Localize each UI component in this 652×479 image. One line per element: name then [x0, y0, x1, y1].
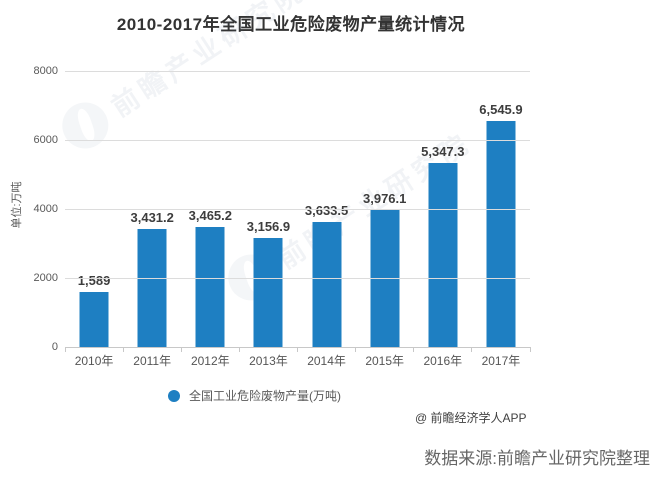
x-tick-label: 2016年 — [423, 354, 463, 368]
x-tick-label: 2013年 — [249, 354, 288, 368]
x-tick-label: 2014年 — [307, 354, 346, 368]
x-axis-tick — [355, 347, 357, 352]
gridline — [65, 278, 530, 279]
legend-label: 全国工业危险废物产量(万吨) — [189, 389, 341, 403]
x-axis-tick — [297, 347, 298, 352]
bar-column: 3,431.2 — [123, 71, 181, 347]
x-axis-tick — [529, 347, 531, 352]
bar-2011年: 3,431.2 — [131, 210, 174, 347]
bar-2013年: 3,156.9 — [247, 219, 290, 347]
bar-value-label: 3,431.2 — [130, 209, 174, 225]
x-tick-label: 2012年 — [190, 354, 230, 368]
bar-value-label: 5,347.3 — [421, 143, 465, 159]
bar-column: 3,633.5 — [298, 71, 356, 347]
x-axis-tick — [180, 347, 182, 352]
bar-2014年: 3,633.5 — [305, 203, 348, 347]
bar-value-label: 3,976.1 — [363, 190, 407, 206]
bar-2012年: 3,465.2 — [189, 208, 232, 347]
x-axis-tick — [122, 347, 124, 352]
x-axis-tick — [64, 347, 66, 352]
watermark-attribution: @ 前瞻经济学人APP — [415, 411, 527, 425]
chart-title: 2010-2017年全国工业危险废物产量统计情况 — [116, 15, 466, 34]
gridline — [65, 209, 530, 210]
legend-marker-icon — [168, 390, 180, 402]
x-tick-label: 2010年 — [74, 354, 114, 368]
bar-2010年: 1,589 — [78, 273, 110, 347]
bar-column: 6,545.9 — [472, 71, 530, 347]
x-tick-label: 2011年 — [133, 354, 172, 368]
bar-value-label: 3,465.2 — [188, 208, 232, 224]
bar-column: 3,465.2 — [181, 71, 239, 347]
y-tick-label: 4000 — [33, 203, 58, 215]
bar-column: 1,589 — [65, 71, 123, 347]
bar-value-label: 3,156.9 — [246, 219, 291, 235]
bar-value-label: 6,545.9 — [479, 102, 523, 118]
y-tick-label: 0 — [51, 341, 58, 353]
y-tick-label: 8000 — [33, 65, 58, 77]
bar-column: 5,347.3 — [414, 71, 472, 347]
x-axis-labels: 2010年 2011年 2012年 2013年 2014年 2015年 2016年 2017年 — [65, 352, 530, 369]
legend: 全国工业危险废物产量(万吨) — [168, 387, 341, 404]
bar-value-label: 1,589 — [77, 273, 111, 289]
bar-2016年: 5,347.3 — [421, 144, 465, 347]
gridline — [65, 71, 530, 72]
bar-series: 1,589 3,431.2 3,465.2 3,156.9 3,633.5 3,976.1… — [65, 71, 530, 347]
x-axis-tick — [413, 347, 415, 352]
y-tick-label: 6000 — [33, 134, 58, 146]
x-tick-label: 2015年 — [365, 354, 405, 368]
bar-value-label: 3,633.5 — [304, 202, 349, 218]
y-tick-label: 2000 — [33, 272, 58, 284]
bar-2017年: 6,545.9 — [479, 102, 523, 347]
source-note: 数据来源:前瞻产业研究院整理 — [424, 449, 650, 468]
x-tick-label: 2017年 — [481, 354, 521, 368]
bar-column: 3,156.9 — [239, 71, 297, 347]
gridline — [65, 140, 530, 141]
plot-area: 1,589 3,431.2 3,465.2 3,156.9 3,633.5 3,976.1… — [64, 71, 531, 352]
y-axis-labels: 8000 6000 4000 2000 0 — [0, 65, 58, 353]
x-axis-tick — [471, 347, 473, 352]
x-axis-tick — [238, 347, 240, 352]
